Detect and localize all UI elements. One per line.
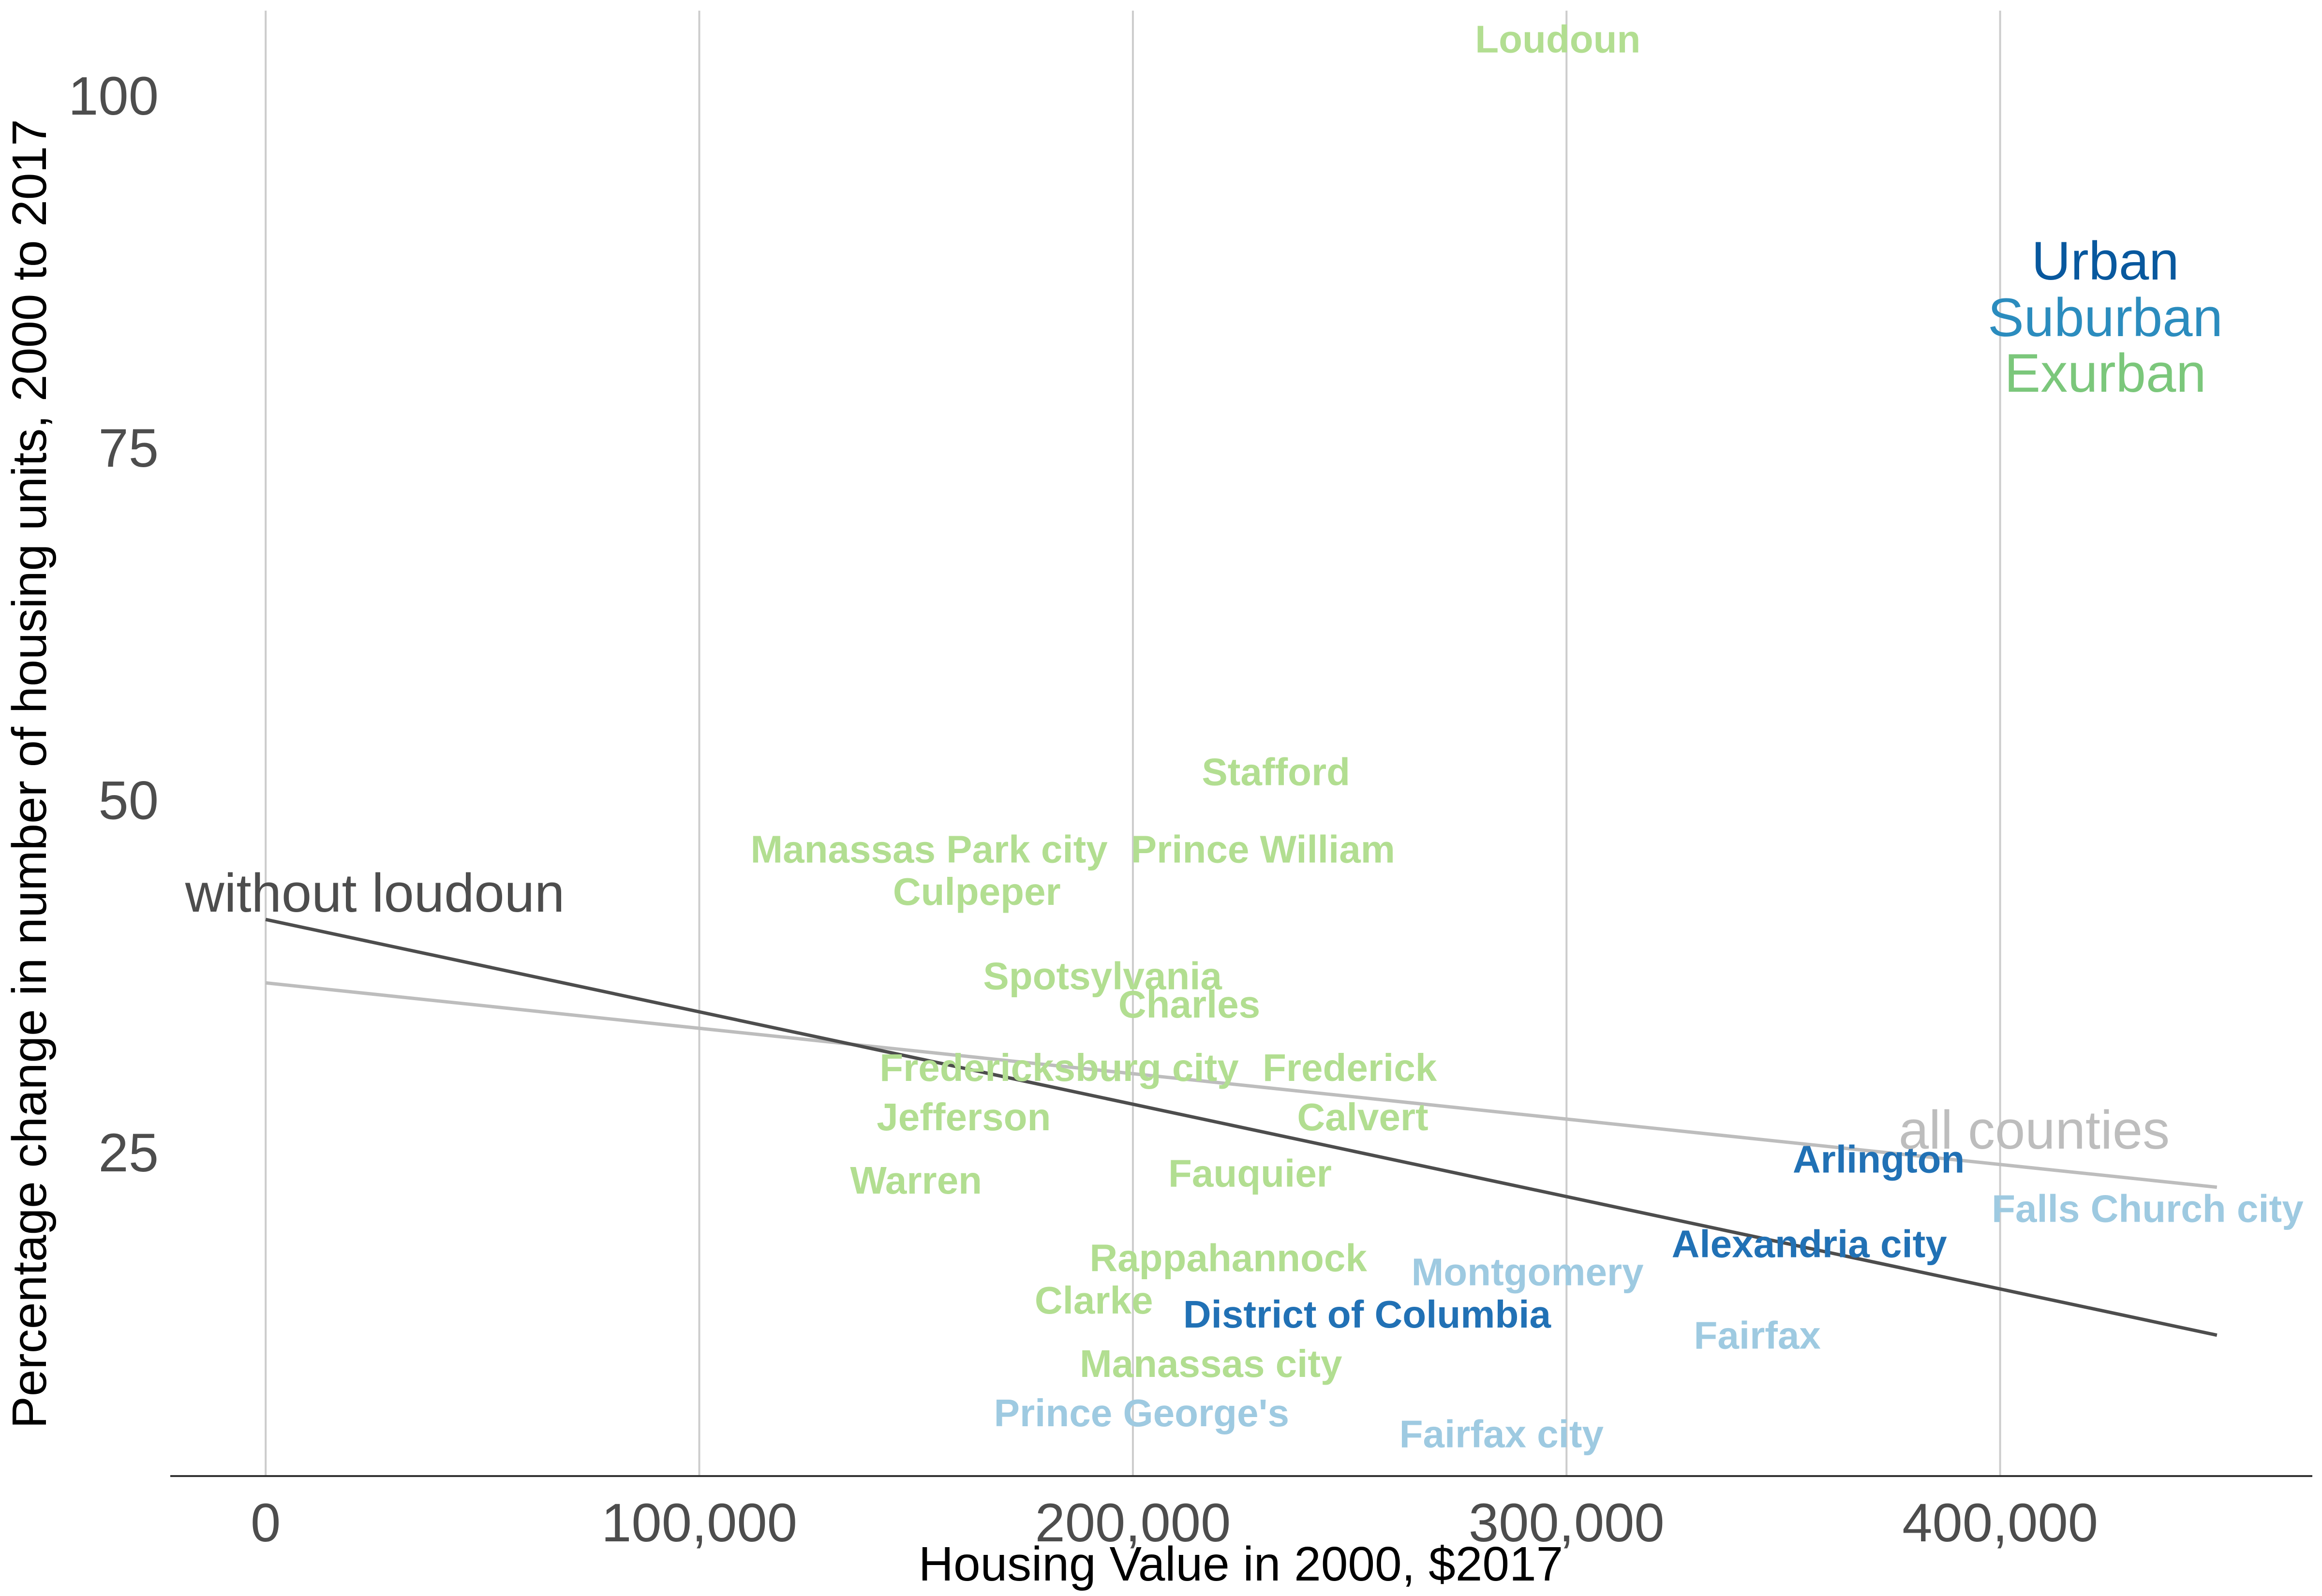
- point-label-spotsylvania: Spotsylvania: [983, 955, 1222, 998]
- y-tick-label: 100: [68, 66, 159, 126]
- point-label-frederick: Frederick: [1263, 1046, 1437, 1089]
- trend-lines: [265, 917, 2218, 1337]
- y-tick-label: 75: [98, 418, 159, 478]
- x-tick-label: 400,000: [1902, 1493, 2098, 1553]
- gridlines: [265, 11, 2001, 1476]
- point-label-culpeper: Culpeper: [893, 870, 1061, 913]
- point-label-falls-church-city: Falls Church city: [1992, 1187, 2304, 1230]
- y-tick-label: 50: [98, 770, 159, 831]
- x-tick-label: 300,000: [1469, 1493, 1665, 1553]
- point-label-alexandria-city: Alexandria city: [1672, 1222, 1948, 1265]
- point-label-fairfax-city: Fairfax city: [1399, 1413, 1604, 1456]
- point-label-district-of-columbia: District of Columbia: [1183, 1293, 1551, 1336]
- point-label-jefferson: Jefferson: [877, 1095, 1051, 1138]
- point-label-fredericksburg-city: Fredericksburg city: [879, 1046, 1239, 1089]
- trend-line-without-loudoun: [265, 917, 2218, 1337]
- point-label-fauquier: Fauquier: [1168, 1152, 1332, 1195]
- x-tick-label: 200,000: [1035, 1493, 1231, 1553]
- point-label-calvert: Calvert: [1297, 1095, 1428, 1138]
- point-label-warren: Warren: [850, 1159, 982, 1202]
- legend-exurban: Exurban: [2004, 343, 2206, 403]
- point-label-prince-william: Prince William: [1131, 828, 1395, 871]
- point-label-prince-george-s: Prince George's: [994, 1391, 1289, 1434]
- point-label-manassas-city: Manassas city: [1080, 1342, 1342, 1385]
- legend-suburban: Suburban: [1988, 287, 2223, 348]
- tick-labels: 0 100,000 200,000 300,000 400,000 25 50 75 100: [68, 66, 2098, 1553]
- x-tick-label: 0: [251, 1493, 281, 1553]
- trend-label-all-counties: all counties: [1899, 1100, 2170, 1160]
- point-label-arlington: Arlington: [1793, 1138, 1965, 1181]
- x-axis-title: Housing Value in 2000, $2017: [919, 1537, 1563, 1591]
- point-label-charles: Charles: [1118, 983, 1260, 1026]
- point-label-loudoun: Loudoun: [1475, 17, 1640, 60]
- point-label-stafford: Stafford: [1202, 750, 1350, 793]
- point-label-montgomery: Montgomery: [1412, 1251, 1644, 1294]
- point-label-manassas-park-city: Manassas Park city: [750, 828, 1108, 871]
- point-label-fairfax: Fairfax: [1694, 1314, 1820, 1357]
- y-axis-title: Percentage change in number of housing u…: [2, 119, 57, 1429]
- y-tick-label: 25: [98, 1123, 159, 1183]
- legend-urban: Urban: [2031, 231, 2179, 291]
- x-tick-label: 100,000: [601, 1493, 797, 1553]
- legend: Urban Suburban Exurban: [1988, 231, 2223, 403]
- point-label-rappahannock: Rappahannock: [1089, 1236, 1367, 1279]
- trend-line-all-counties: [265, 981, 2218, 1189]
- trend-label-without-loudoun: without loudoun: [185, 863, 565, 923]
- point-labels: Loudoun Stafford Manassas Park city Prince …: [750, 17, 2304, 1455]
- point-label-clarke: Clarke: [1035, 1279, 1153, 1322]
